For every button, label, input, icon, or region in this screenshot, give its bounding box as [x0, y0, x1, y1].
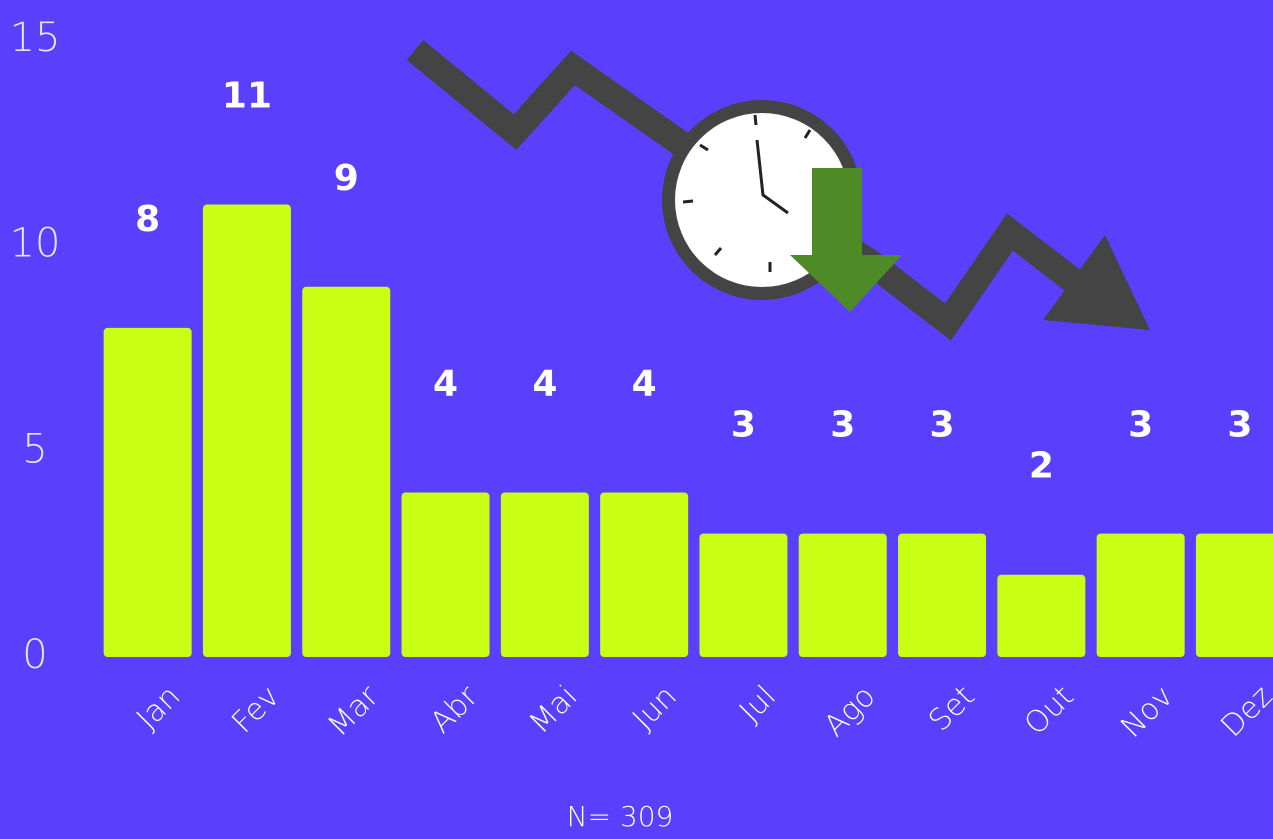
value-label: 3	[731, 405, 756, 446]
decoration	[406, 39, 1150, 341]
down-arrow-head	[790, 255, 902, 312]
bar	[500, 492, 589, 657]
bar	[1096, 533, 1185, 657]
x-tick-label: Mai	[523, 679, 585, 741]
down-arrow-shaft	[812, 168, 862, 258]
bar	[401, 492, 490, 657]
value-label: 3	[1227, 405, 1252, 446]
x-tick-label: Set	[922, 679, 982, 739]
value-label: 3	[1128, 405, 1153, 446]
y-tick-label: 5	[22, 426, 47, 472]
value-label: 4	[532, 363, 557, 404]
clock-face	[675, 113, 849, 287]
x-tick-label: Ago	[817, 679, 882, 744]
bar	[798, 533, 887, 657]
value-label: 3	[930, 405, 955, 446]
x-tick-label: Jul	[733, 679, 783, 729]
x-tick-label: Out	[1018, 679, 1081, 742]
note: N= 309	[567, 800, 674, 833]
bar	[202, 204, 291, 658]
bar	[600, 492, 689, 657]
trend-arrowhead	[1043, 235, 1150, 330]
clock-hands	[755, 139, 789, 215]
bar	[997, 574, 1086, 657]
x-tick-label: Jun	[626, 679, 684, 737]
y-tick-label: 10	[10, 221, 61, 267]
y-tick-label: 15	[10, 15, 61, 61]
x-tick-label: Jan	[130, 679, 187, 736]
value-label: 11	[222, 76, 272, 117]
value-label: 4	[433, 363, 458, 404]
value-label: 8	[135, 199, 160, 240]
bar	[1195, 533, 1273, 657]
bar	[302, 286, 391, 657]
bar	[699, 533, 788, 657]
x-tick-label: Abr	[424, 678, 486, 740]
bar	[103, 327, 192, 657]
x-tick-label: Mar	[321, 678, 386, 743]
value-label: 4	[632, 363, 657, 404]
y-tick-label: 0	[22, 632, 47, 678]
x-tick-label: Fev	[225, 679, 286, 740]
x-tick-label: Nov	[1114, 679, 1180, 745]
value-label: 9	[334, 158, 359, 199]
clock-ticks	[682, 114, 841, 272]
value-label: 3	[830, 405, 855, 446]
bar	[898, 533, 987, 657]
x-tick-label: Dez	[1214, 679, 1273, 744]
value-label: 2	[1029, 446, 1054, 487]
